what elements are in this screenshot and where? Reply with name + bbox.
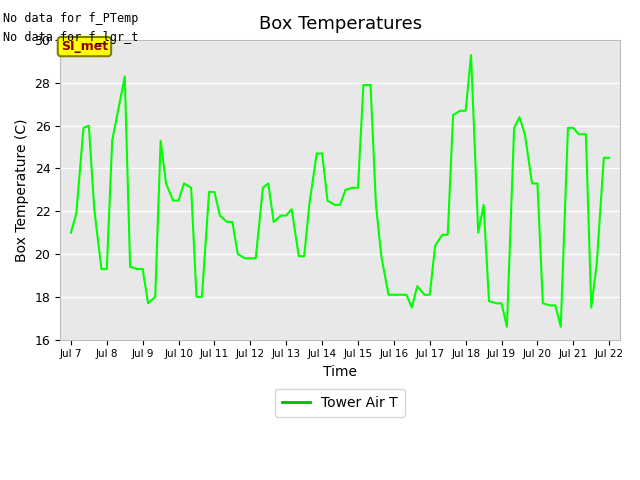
Text: No data for f_lgr_t: No data for f_lgr_t (3, 31, 139, 44)
Y-axis label: Box Temperature (C): Box Temperature (C) (15, 118, 29, 262)
X-axis label: Time: Time (323, 365, 357, 379)
Legend: Tower Air T: Tower Air T (275, 389, 404, 417)
Title: Box Temperatures: Box Temperatures (259, 15, 422, 33)
Text: No data for f_PTemp: No data for f_PTemp (3, 12, 139, 25)
Text: SI_met: SI_met (61, 40, 108, 53)
